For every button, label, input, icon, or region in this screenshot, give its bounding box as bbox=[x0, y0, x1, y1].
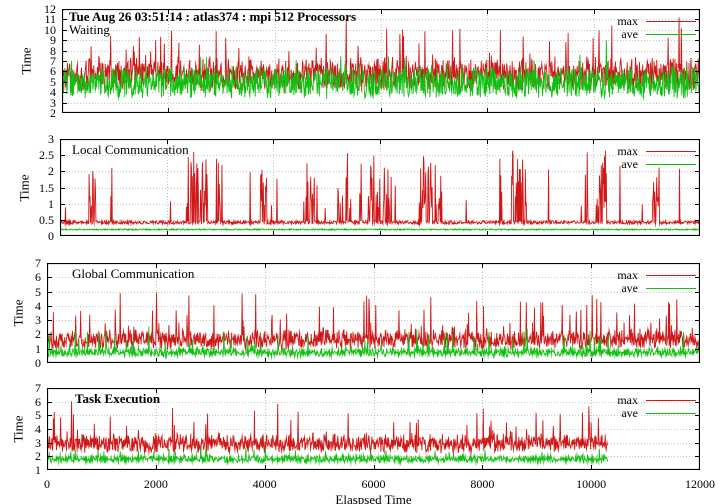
legend: max ave bbox=[617, 144, 696, 170]
x-tick-label: 10000 bbox=[576, 477, 607, 491]
y-axis-label: Time bbox=[10, 299, 26, 327]
y-tick-label: 2 bbox=[50, 106, 56, 120]
y-tick-label: 1 bbox=[35, 463, 41, 477]
x-tick-label: 2000 bbox=[143, 477, 168, 491]
y-tick-label: 4 bbox=[35, 298, 41, 313]
legend: max ave bbox=[617, 393, 696, 419]
legend: max ave bbox=[617, 268, 696, 294]
legend-row-ave: ave bbox=[617, 27, 696, 40]
legend-line-max-icon bbox=[646, 150, 696, 152]
legend-row-ave: ave bbox=[617, 406, 696, 419]
chart-waiting: Time Tue Aug 26 03:51:14 : atlas374 : mp… bbox=[18, 3, 700, 119]
y-tick-label: 12 bbox=[44, 2, 56, 16]
legend-line-ave-icon bbox=[646, 287, 696, 289]
y-tick-label: 11 bbox=[44, 12, 56, 27]
y-tick-label: 5 bbox=[50, 74, 56, 89]
y-tick-label: 7 bbox=[35, 381, 41, 395]
legend-row-max: max bbox=[617, 14, 696, 27]
y-tick-label: 0.5 bbox=[39, 212, 54, 227]
legend-label-ave: ave bbox=[621, 405, 638, 420]
y-tick-label: 10 bbox=[44, 22, 56, 37]
y-tick-label: 4 bbox=[35, 422, 41, 436]
plot-label-global-communication: Global Communication bbox=[72, 266, 195, 281]
plot-label-local-communication: Local Communication bbox=[72, 142, 189, 157]
y-tick-label: 2 bbox=[48, 164, 54, 179]
y-tick-label: 0 bbox=[35, 356, 41, 370]
legend-label-ave: ave bbox=[621, 280, 638, 295]
legend-line-ave-icon bbox=[646, 163, 696, 165]
y-tick-label: 1 bbox=[35, 341, 41, 356]
legend-line-ave-icon bbox=[646, 412, 696, 414]
y-tick-label: 9 bbox=[50, 33, 56, 48]
y-tick-label: 3 bbox=[48, 132, 54, 146]
x-axis-label: Elaspsed Time bbox=[335, 492, 412, 504]
plot-label-waiting: Waiting bbox=[69, 22, 110, 37]
chart-local-communication: Time Local Communication max ave 0 0.5 1 1.… bbox=[16, 133, 700, 242]
chart-task-execution: Time Task Execution max ave Elaspsed Tim… bbox=[10, 382, 715, 504]
y-tick-label: 7 bbox=[50, 54, 56, 68]
legend-row-max: max bbox=[617, 268, 696, 281]
plot-label-task-execution: Task Execution bbox=[75, 391, 161, 406]
y-tick-label: 6 bbox=[35, 394, 41, 409]
x-tick-label: 6000 bbox=[361, 477, 386, 491]
y-tick-label: 3 bbox=[35, 313, 41, 328]
plot-canvas-global-communication bbox=[47, 263, 700, 363]
x-tick-label: 0 bbox=[44, 477, 50, 491]
y-tick-label: 6 bbox=[50, 64, 56, 79]
y-tick-label: 4 bbox=[50, 85, 56, 100]
y-tick-label: 7 bbox=[35, 256, 41, 270]
legend-row-max: max bbox=[617, 393, 696, 406]
legend-row-ave: ave bbox=[617, 157, 696, 170]
legend-row-max: max bbox=[617, 144, 696, 157]
plot-canvas-task-execution bbox=[47, 388, 700, 470]
y-tick-label: 6 bbox=[35, 270, 41, 285]
y-axis-label: Time bbox=[10, 415, 26, 443]
legend-label-ave: ave bbox=[621, 156, 638, 171]
y-tick-label: 2 bbox=[35, 449, 41, 464]
legend-line-max-icon bbox=[646, 399, 696, 401]
legend-line-ave-icon bbox=[646, 33, 696, 35]
y-axis-label: Time bbox=[18, 47, 34, 75]
y-tick-label: 1.5 bbox=[39, 180, 54, 195]
x-tick-label: 12000 bbox=[685, 477, 715, 491]
y-tick-label: 2 bbox=[35, 327, 41, 342]
legend: max ave bbox=[617, 14, 696, 40]
y-axis-label-wrap: Time bbox=[10, 388, 26, 470]
legend-line-max-icon bbox=[646, 274, 696, 276]
plot-canvas-waiting bbox=[62, 9, 700, 113]
legend-label-max: max bbox=[617, 392, 638, 407]
y-axis-label-wrap: Time bbox=[10, 263, 26, 363]
legend-line-max-icon bbox=[646, 20, 696, 22]
y-axis-label-wrap: Time bbox=[16, 139, 32, 236]
y-tick-label: 0 bbox=[48, 229, 54, 243]
legend-row-ave: ave bbox=[617, 281, 696, 294]
legend-label-max: max bbox=[617, 267, 638, 282]
y-axis-label-wrap: Time bbox=[18, 9, 34, 113]
plot-canvas-local-communication bbox=[60, 139, 700, 236]
y-tick-label: 5 bbox=[35, 284, 41, 299]
y-tick-label: 5 bbox=[35, 408, 41, 423]
legend-label-max: max bbox=[617, 143, 638, 158]
legend-label-max: max bbox=[617, 13, 638, 28]
x-tick-label: 8000 bbox=[470, 477, 495, 491]
x-tick-label: 4000 bbox=[252, 477, 277, 491]
y-axis-label: Time bbox=[16, 174, 32, 201]
y-tick-label: 2.5 bbox=[39, 148, 54, 163]
legend-label-ave: ave bbox=[621, 26, 638, 41]
y-tick-label: 8 bbox=[50, 43, 56, 58]
y-tick-label: 3 bbox=[35, 435, 41, 450]
plot-title: Tue Aug 26 03:51:14 : atlas374 : mpi 512… bbox=[69, 9, 357, 24]
y-tick-label: 1 bbox=[48, 196, 54, 211]
y-tick-label: 3 bbox=[50, 95, 56, 110]
